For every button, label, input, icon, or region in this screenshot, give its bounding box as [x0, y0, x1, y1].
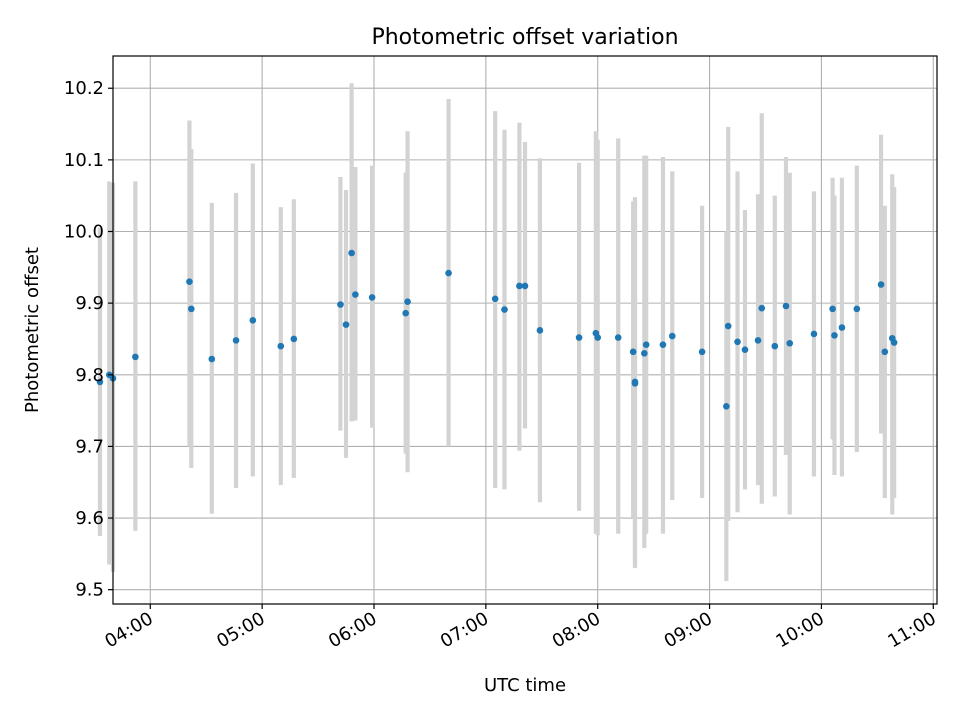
data-point	[614, 334, 622, 341]
data-point	[698, 348, 706, 356]
data-points	[96, 249, 898, 410]
y-tick-label: 9.9	[75, 293, 104, 314]
y-tick-label: 10.0	[64, 222, 104, 243]
data-point	[782, 302, 790, 310]
y-axis-title: Photometric offset	[22, 247, 43, 413]
y-tick-label: 10.2	[64, 78, 104, 99]
data-point	[491, 295, 499, 303]
data-point	[723, 402, 730, 410]
data-point	[594, 334, 602, 341]
data-point	[734, 338, 741, 346]
data-point	[249, 317, 257, 324]
data-point	[838, 324, 846, 331]
data-point	[853, 305, 861, 313]
data-point	[536, 327, 544, 334]
data-point	[754, 337, 762, 344]
y-tick-label: 9.7	[75, 436, 104, 457]
data-point	[521, 282, 529, 290]
data-point	[758, 304, 766, 312]
data-point	[810, 330, 818, 338]
data-point	[290, 335, 298, 343]
data-point	[342, 321, 350, 328]
data-point	[642, 341, 650, 348]
data-point	[96, 378, 104, 386]
data-point	[232, 337, 240, 344]
y-tick-label: 9.5	[75, 580, 104, 601]
data-point	[187, 305, 195, 313]
data-point	[352, 291, 359, 298]
data-point	[404, 298, 411, 306]
data-point	[890, 339, 898, 346]
data-point	[629, 348, 637, 356]
data-point	[337, 301, 344, 308]
data-point	[348, 249, 355, 257]
x-axis-title: UTC time	[484, 675, 566, 696]
data-point	[208, 355, 216, 363]
y-tick-label: 9.8	[75, 365, 104, 386]
data-point	[186, 278, 193, 285]
data-point	[829, 305, 836, 313]
data-point	[516, 282, 523, 290]
data-point	[724, 322, 732, 330]
data-point	[445, 269, 452, 277]
data-point	[741, 346, 749, 353]
data-point	[641, 349, 648, 357]
data-point	[771, 342, 779, 350]
data-point	[277, 342, 285, 350]
data-point	[668, 332, 676, 340]
y-tick-label: 10.1	[64, 150, 104, 171]
data-point	[786, 339, 794, 347]
data-point	[132, 353, 139, 361]
data-point	[659, 341, 667, 348]
chart-title: Photometric offset variation	[371, 25, 678, 50]
plot-frame	[112, 55, 938, 605]
data-point	[831, 332, 838, 339]
data-point	[877, 281, 885, 288]
data-point	[368, 294, 376, 301]
data-point	[881, 348, 889, 356]
data-point	[631, 380, 639, 387]
data-point	[575, 334, 583, 341]
y-tick-label: 9.6	[75, 508, 104, 529]
data-point	[501, 306, 508, 313]
data-point	[402, 309, 409, 317]
